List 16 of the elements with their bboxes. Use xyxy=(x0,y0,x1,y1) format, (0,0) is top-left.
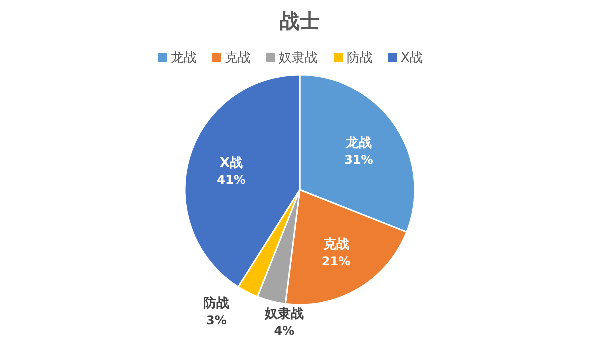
slice-label: 龙战 xyxy=(344,136,372,151)
slice-label: 克战 xyxy=(322,237,350,252)
legend-label: 奴隶战 xyxy=(279,51,318,66)
data-label: 4% xyxy=(274,324,295,338)
slice-label: 防战 xyxy=(204,295,230,312)
data-label: 41% xyxy=(217,173,246,188)
legend-label: 防战 xyxy=(347,51,373,66)
data-label: 21% xyxy=(322,254,351,268)
data-label: 3% xyxy=(206,313,227,328)
slice-label: X战 xyxy=(220,156,244,172)
chart-title: 战士 xyxy=(280,9,320,33)
legend-label: X战 xyxy=(401,51,423,66)
legend-label: 克战 xyxy=(225,51,251,66)
data-label: 31% xyxy=(344,152,374,167)
legend-label: 龙战 xyxy=(171,51,197,66)
slice-label: 奴隶战 xyxy=(264,306,304,322)
